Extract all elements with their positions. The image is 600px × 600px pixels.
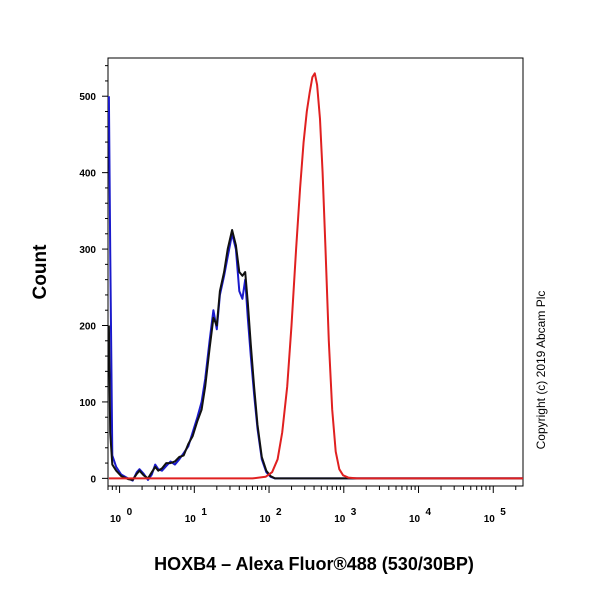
plot-frame (107, 57, 524, 487)
x-tick-label: 10 (409, 514, 421, 525)
x-tick-label: 10 (334, 514, 346, 525)
y-axis: 0 100 200 300 400 500 (79, 65, 108, 485)
x-tick-exponent: 3 (351, 507, 357, 518)
x-tick-exponent: 2 (276, 507, 282, 518)
x-tick-label: 10 (484, 514, 496, 525)
y-tick-label: 100 (79, 398, 96, 409)
series-line-2 (108, 72, 523, 480)
x-axis: 10 0 10 1 10 2 10 3 10 4 10 5 (107, 486, 517, 525)
series-line-0 (107, 96, 523, 482)
x-axis-title: HOXB4 – Alexa Fluor®488 (530/30BP) (154, 554, 474, 574)
x-tick-label: 10 (259, 514, 271, 525)
x-tick-exponent: 4 (426, 507, 432, 518)
y-tick-label: 0 (90, 474, 96, 485)
x-tick-label: 10 (185, 514, 197, 525)
y-tick-label: 300 (79, 245, 96, 256)
y-tick-label: 200 (79, 322, 96, 333)
x-tick-exponent: 1 (201, 507, 207, 518)
x-tick-label: 10 (110, 514, 122, 525)
plot-area (107, 57, 524, 487)
series-layer (107, 72, 523, 482)
y-tick-label: 400 (79, 169, 96, 180)
x-tick-exponent: 5 (500, 507, 506, 518)
y-tick-label: 500 (79, 92, 96, 103)
series-line-1 (107, 229, 523, 481)
x-tick-exponent: 0 (127, 507, 133, 518)
copyright-annotation: Copyright (c) 2019 Abcam Plc (534, 291, 548, 450)
y-axis-title: Count (30, 244, 51, 300)
